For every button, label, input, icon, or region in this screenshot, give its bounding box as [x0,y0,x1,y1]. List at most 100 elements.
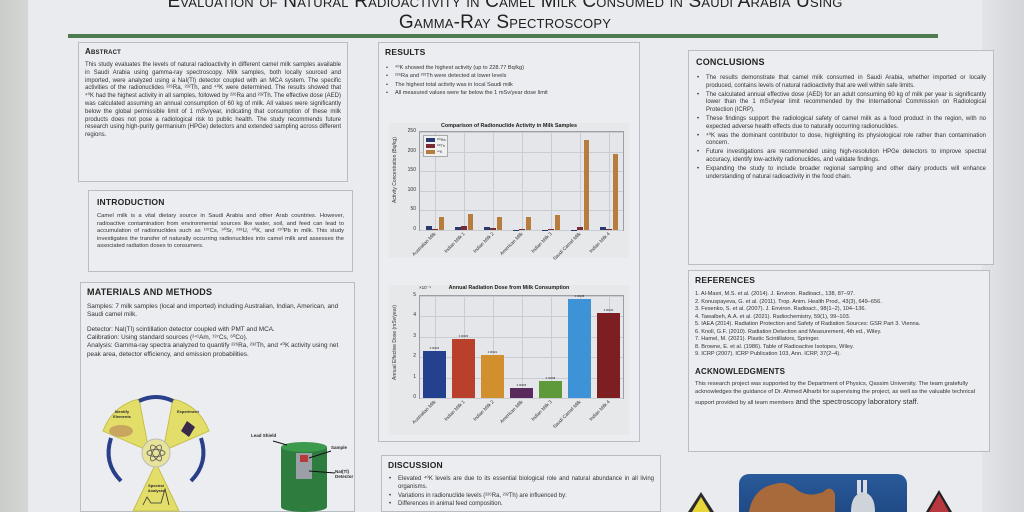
process-cycle-diagram: Identify Elements Experiment Spectral An… [91,393,221,512]
acknowledgments-tail: and the spectroscopy laboratory staff. [793,396,919,406]
legend-swatch [426,138,435,142]
gridline-vertical [434,296,436,398]
y-tick-label: 3 [413,332,416,339]
bar [509,387,534,398]
x-tick-label: Indian Milk 4 [588,232,612,255]
results-bullets: ⁴⁰K showed the highest activity (up to 2… [385,65,633,97]
x-tick-label: American Milk [499,232,525,257]
discussion-bullet: Differences in animal feed composition. [388,501,654,509]
chart2-title: Annual Radiation Dose from Milk Consumpt… [448,285,570,291]
conclusions-bullet: These findings support the radiological … [696,116,986,132]
bar [612,154,619,230]
reference-item: 8. Browne, E. et al. (1986). Table of Ra… [695,343,854,350]
activity-comparison-chart: Comparison of Radionuclide Activity in M… [389,123,629,262]
methods-analysis: Analysis: Gamma-ray spectra analyzed to … [87,342,339,358]
reference-item: 4. Tawalbeh, A.A. et al. (2021). Radioch… [695,313,851,320]
bar [548,229,554,230]
legend-swatch [426,144,435,148]
reference-item: 1. Al-Masri, M.S. et al. (2014). J. Envi… [695,291,855,297]
y-tick-label: 2 [413,353,416,360]
detector-setup-diagram: Lead Shield Sample NaI(Tl) Detector [251,433,361,512]
legend-entry: ²²⁶Ra [426,137,445,143]
gridline-vertical [579,132,581,230]
bar [554,215,561,230]
y-tick-label: 1 [413,373,416,380]
introduction-text: Camel milk is a vital dietary source in … [97,213,344,250]
discussion-bullets: Elevated ⁴⁰K levels are due to its essen… [388,476,654,509]
bar [606,228,612,230]
references-list: 1. Al-Masri, M.S. et al. (2014). J. Envi… [695,291,983,359]
gridline-vertical [521,132,523,230]
results-bullet: ⁴⁰K showed the highest activity (up to 2… [385,65,633,73]
acknowledgments-body: This research project was supported by t… [695,380,976,406]
conclusions-bullet: Future investigations are recommended us… [696,149,986,165]
cycle-label-spectral: Spectral Analysis [147,483,165,493]
references-section: REFERENCES 1. Al-Masri, M.S. et al. (201… [688,270,990,452]
bar-value-label: 0.00048 [574,295,585,299]
bar [451,338,476,398]
x-tick-label: Indian Milk 2 [472,232,496,255]
gridline-vertical [550,132,552,230]
abstract-text: This study evaluates the levels of natur… [85,62,341,139]
bar [496,217,503,230]
chart1-title: Comparison of Radionuclide Activity in M… [440,123,578,129]
x-tick-label: Saudi Camel Milk [552,400,583,430]
bar-value-label: 0.00008 [545,376,556,380]
legend-label: ²²⁶Ra [437,138,446,142]
bar [425,226,432,230]
acknowledgments-text: This research project was supported by t… [695,381,983,407]
bar [480,355,505,398]
conclusions-heading: CONCLUSIONS [696,57,765,67]
bar [422,351,447,398]
legend-swatch [426,150,435,154]
bar [577,227,583,230]
bar [432,228,438,230]
reference-item: 5. IAEA (2014). Radiation Protection and… [695,321,921,328]
gridline-horizontal [420,398,623,399]
discussion-heading: DISCUSSION [388,460,443,470]
bar [490,228,496,230]
cycle-label-identify: Identify Elements [113,409,131,419]
hazard-sign-icon [926,490,952,512]
x-tick-label: American Milk [499,400,525,425]
label-sample: Sample [331,445,348,450]
acknowledgments-heading: ACKNOWLEDGMENTS [695,366,786,376]
radiation-warning-sign-icon [688,492,714,512]
x-tick-label: Australian Milk [411,232,438,258]
bar [467,213,474,230]
legend-label: ²³²Th [437,144,445,148]
poster-title-line1: Evaluation of Natural Radioactivity in C… [167,0,843,12]
conclusions-bullet: The results demonstrate that camel milk … [696,75,986,91]
title-divider [68,34,938,38]
cycle-label-experiment: Experiment [177,409,199,414]
y-tick-label: 0 [413,226,416,232]
results-bullet: ²²⁶Ra and ²³²Th were detected at lower l… [385,73,633,81]
poster: Evaluation of Natural Radioactivity in C… [28,0,994,512]
reference-item: 9. ICRP (2007). ICRP Publication 103, An… [695,351,841,358]
discussion-bullet: Elevated ⁴⁰K levels are due to its essen… [388,476,654,492]
x-tick-label: Indian Milk 3 [530,400,554,423]
bar [438,216,445,230]
bar [599,227,606,230]
bar [538,380,563,398]
x-tick-label: Australian Milk [411,400,438,426]
x-tick-label: Indian Milk 1 [443,232,467,255]
introduction-section: INTRODUCTION Camel milk is a vital dieta… [88,190,353,272]
gridline-vertical [492,132,494,230]
discussion-section: DISCUSSION Elevated ⁴⁰K levels are due t… [381,455,661,512]
lead-shield-icon [272,440,336,512]
conclusions-bullet: ⁴⁰K was the dominant contributor to dose… [696,133,986,149]
y-tick-label: 5 [413,292,416,298]
bar-value-label: 0.00021 [487,351,498,355]
gridline-vertical [521,296,523,398]
reference-item: 3. Fesenko, S. et al. (2007). J. Environ… [695,306,867,313]
label-nai-detector: NaI(Tl) Detector [335,469,354,479]
legend-entry: ⁴⁰K [426,149,445,155]
poster-title-line2: Gamma-Ray Spectroscopy [398,12,612,33]
discussion-bullet: Variations in radionuclide levels (²²⁶Ra… [388,493,654,501]
y-tick-label: 250 [407,128,416,134]
wall-background-left [0,0,30,512]
chart1-plot-area: ²²⁶Ra ²³²Th ⁴⁰K [419,131,624,231]
bar [596,313,621,398]
conclusions-bullet: The calculated annual effective dose (AE… [696,92,986,115]
